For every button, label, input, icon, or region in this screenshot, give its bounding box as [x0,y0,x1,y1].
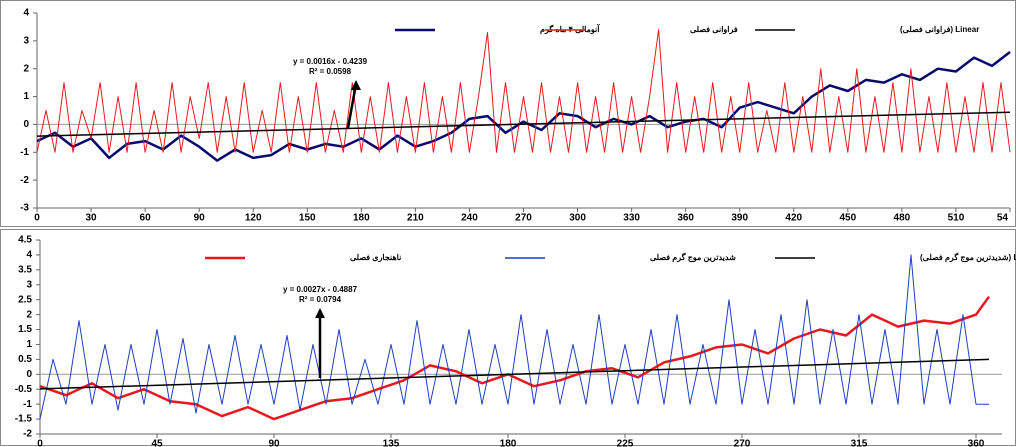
x-tick-label: 330 [623,213,640,224]
series-line [36,51,1011,162]
x-tick-label: 270 [734,439,751,447]
x-tick-label: 90 [268,439,280,447]
x-tick-label: 210 [407,213,424,224]
legend-label: Linear (فراوانی فصلی) [900,25,979,35]
x-tick-label: 300 [569,213,586,224]
x-tick-label: 315 [851,439,868,447]
series-line [36,111,1011,137]
x-tick-label: 0 [37,439,43,447]
x-tick-label: 225 [617,439,634,447]
y-tick-label: 2.5 [18,294,32,305]
y-tick-label: 0.5 [18,354,32,365]
legend-label: شدیدترین موج گرم فصلی [650,252,736,263]
chart-frame [0,229,1016,446]
arrow-head [351,80,361,90]
legend-label: ناهنجاری فصلی [350,253,401,263]
legend-label: Linear (شدیدترین موج گرم فصلی) [920,252,1016,263]
x-tick-label: 0 [34,213,40,224]
x-tick-label: 30 [85,213,97,224]
y-tick-label: 2 [23,63,29,74]
x-tick-label: 240 [461,213,478,224]
y-tick-label: 3 [26,279,32,290]
y-tick-label: -3 [20,203,29,214]
x-tick-label: 360 [968,439,985,447]
y-tick-label: -2 [23,429,32,440]
equation: y = 0.0016x - 0.4239 [293,57,368,66]
series-line [39,295,991,421]
series-line [36,29,1011,153]
r-squared: R² = 0.0794 [299,295,342,304]
y-tick-label: 0 [23,119,29,130]
y-tick-label: 3 [23,35,29,46]
x-tick-label: 480 [894,213,911,224]
y-tick-label: -1 [20,147,29,158]
x-tick-label: 270 [515,213,532,224]
series-line [39,358,990,390]
y-tick-label: 4 [26,250,32,261]
arrow [346,83,358,129]
y-tick-label: -1.5 [15,414,33,425]
x-tick-label: 390 [731,213,748,224]
y-tick-label: -0.5 [15,384,33,395]
x-tick-label: 450 [839,213,856,224]
y-tick-label: 1 [26,339,32,350]
arrow-head [315,308,325,318]
y-tick-label: 3.5 [18,264,32,275]
x-tick-label: 45 [151,439,163,447]
y-tick-label: 1.5 [18,324,32,335]
y-tick-label: -2 [20,175,29,186]
y-tick-label: -1 [23,399,32,410]
y-tick-label: 0 [26,369,32,380]
x-tick-label: 90 [194,213,206,224]
equation: y = 0.0027x - 0.4887 [283,285,358,294]
chart-frame [0,0,1016,227]
x-tick-label: 54 [997,213,1009,224]
y-tick-label: 2 [26,309,32,320]
x-tick-label: 135 [383,439,400,447]
y-tick-label: 1 [23,91,29,102]
x-tick-label: 420 [785,213,802,224]
y-tick-label: 4 [23,8,29,19]
legend-label: فراوانی فصلی [690,25,738,35]
series-line [39,254,989,420]
legend-label: آنومالی ۴ ماه گرم [540,23,600,35]
x-tick-label: 360 [677,213,694,224]
x-tick-label: 60 [140,213,152,224]
x-tick-label: 150 [299,213,316,224]
x-tick-label: 180 [353,213,370,224]
y-tick-label: 4.5 [18,235,32,246]
x-tick-label: 180 [500,439,517,447]
x-tick-label: 120 [245,213,262,224]
r-squared: R² = 0.0598 [309,67,352,76]
x-tick-label: 510 [948,213,965,224]
